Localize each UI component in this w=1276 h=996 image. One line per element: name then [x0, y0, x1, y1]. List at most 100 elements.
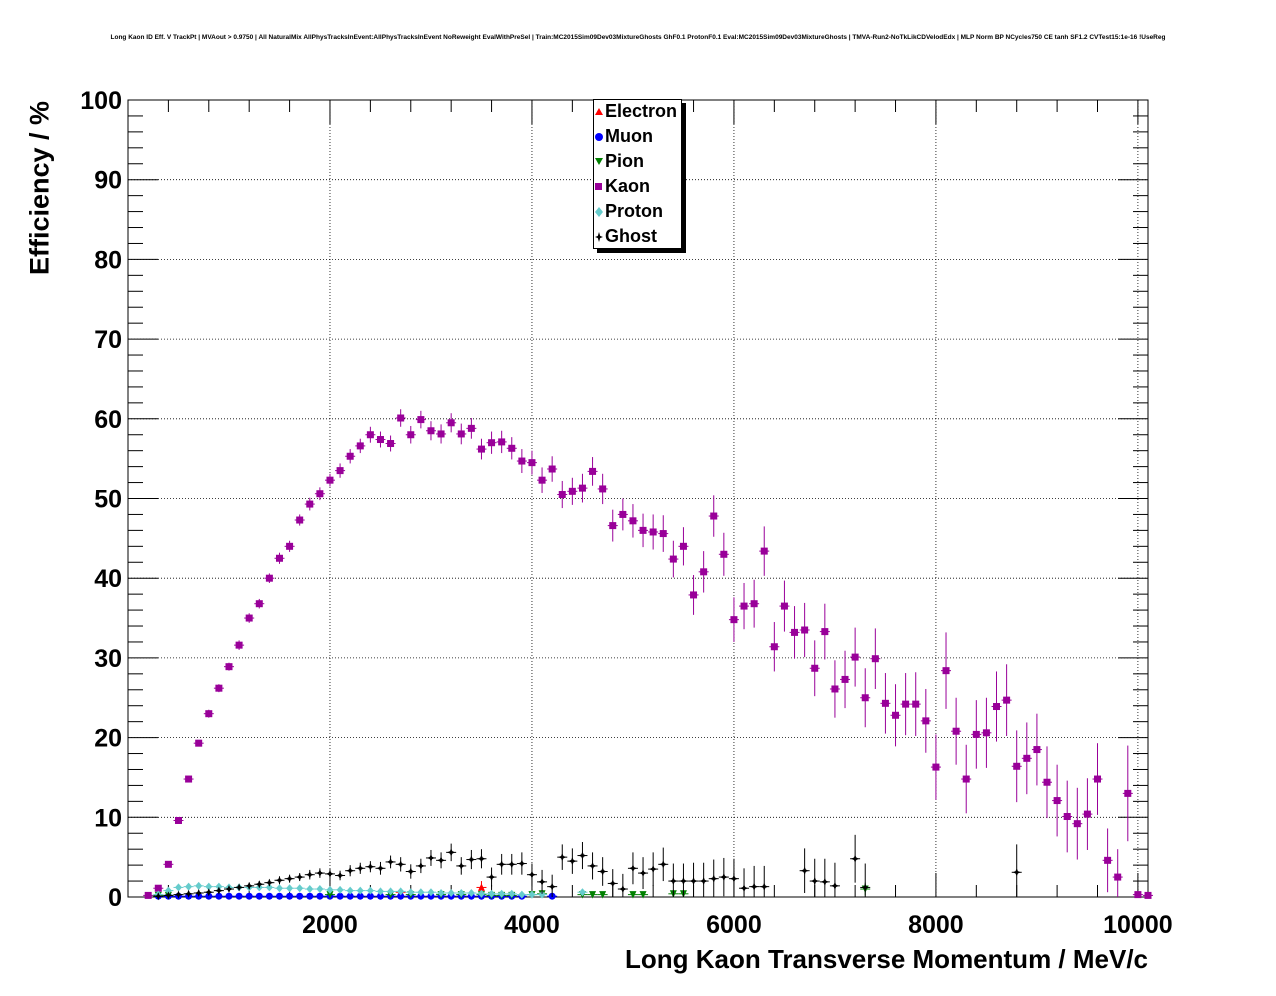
data-point: [508, 889, 516, 898]
y-tick-label: 60: [94, 406, 122, 434]
data-point: [306, 500, 314, 508]
data-point: [437, 889, 445, 898]
data-point: [972, 730, 980, 738]
data-point: [962, 775, 970, 783]
data-point: [700, 568, 708, 576]
data-point: [397, 414, 405, 422]
data-point: [1063, 813, 1071, 821]
data-point: [457, 889, 465, 898]
data-point: [366, 431, 374, 439]
data-point: [498, 889, 506, 898]
data-point: [820, 877, 829, 886]
data-point: [730, 616, 738, 624]
data-point: [527, 870, 536, 879]
data-point: [599, 891, 607, 899]
data-point: [720, 550, 728, 558]
data-point: [952, 727, 960, 735]
data-point: [275, 892, 283, 900]
data-point: [376, 887, 384, 896]
data-point: [558, 853, 567, 862]
data-point: [406, 867, 415, 876]
data-point: [699, 877, 708, 886]
data-point: [578, 484, 586, 492]
data-point: [255, 880, 264, 889]
data-point: [629, 517, 637, 525]
data-point: [325, 869, 334, 878]
data-point: [316, 892, 324, 900]
data-point: [629, 891, 637, 899]
data-point: [1134, 891, 1142, 899]
data-point: [1023, 754, 1031, 762]
data-point: [780, 602, 788, 610]
data-point: [235, 883, 244, 892]
data-point: [457, 861, 466, 870]
data-point: [598, 867, 607, 876]
data-point: [871, 655, 879, 663]
data-point: [922, 717, 930, 725]
axis-ticks: [127, 99, 1148, 898]
data-point: [498, 438, 506, 446]
data-point: [659, 530, 667, 538]
data-point: [538, 877, 547, 886]
data-point: [336, 885, 344, 894]
data-point: [821, 628, 829, 636]
data-point: [457, 430, 465, 438]
legend-item-proton: Proton: [594, 200, 681, 225]
data-point: [750, 882, 759, 891]
data-point: [801, 626, 809, 634]
series-ghost: [153, 834, 1022, 901]
data-point: [589, 467, 597, 475]
data-point: [245, 892, 253, 900]
y-tick-label: 30: [94, 645, 122, 673]
legend-item-kaon: Kaon: [594, 175, 681, 200]
data-point: [719, 873, 728, 882]
data-point: [195, 739, 203, 747]
data-point: [346, 892, 354, 900]
data-point: [679, 877, 688, 886]
data-point: [164, 860, 172, 868]
data-point: [538, 890, 546, 899]
data-point: [397, 887, 405, 896]
data-point: [760, 547, 768, 555]
data-point: [316, 885, 324, 894]
data-point: [599, 485, 607, 493]
data-point: [427, 888, 435, 897]
data-point: [1124, 789, 1132, 797]
y-tick-label: 50: [94, 486, 122, 514]
data-point: [608, 879, 617, 888]
data-point: [649, 865, 658, 874]
data-point: [618, 885, 627, 894]
data-point: [1104, 856, 1112, 864]
square-icon: [595, 183, 602, 190]
data-point: [184, 889, 193, 898]
data-point: [174, 816, 182, 824]
data-point: [417, 888, 425, 897]
diamond-icon: [595, 207, 603, 217]
data-point: [912, 700, 920, 708]
data-point: [467, 889, 475, 898]
x-tick-label: 6000: [706, 911, 762, 939]
data-point: [892, 711, 900, 719]
data-point: [265, 883, 273, 892]
data-point: [841, 675, 849, 683]
data-point: [1053, 797, 1061, 805]
data-point: [982, 729, 990, 737]
data-point: [993, 703, 1001, 711]
x-tick-label: 8000: [908, 911, 964, 939]
legend-label: Muon: [605, 126, 653, 146]
data-point: [639, 891, 647, 899]
data-point: [649, 528, 657, 536]
data-point: [851, 653, 859, 661]
data-point: [387, 887, 395, 896]
legend-item-ghost: Ghost: [594, 225, 681, 250]
data-point: [518, 457, 526, 465]
legend-label: Ghost: [605, 226, 657, 246]
data-point: [306, 885, 314, 894]
data-point: [791, 628, 799, 636]
data-point: [336, 467, 344, 475]
data-point: [1012, 868, 1021, 877]
data-points: [143, 409, 1153, 901]
data-point: [1094, 775, 1102, 783]
data-point: [811, 664, 819, 672]
x-tick-label: 2000: [302, 911, 358, 939]
